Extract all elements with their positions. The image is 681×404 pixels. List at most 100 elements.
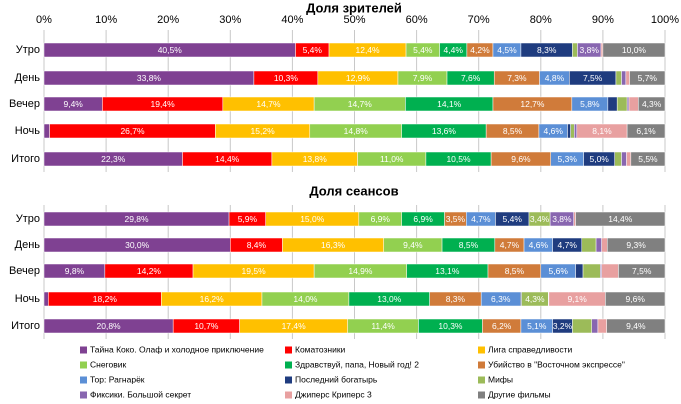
- legend-label: Мифы: [488, 374, 513, 384]
- value-label: 7,5%: [632, 266, 652, 276]
- legend-swatch: [285, 346, 292, 354]
- bar-segment: [630, 151, 666, 167]
- value-label: 3,8%: [552, 214, 572, 224]
- value-label: 9,4%: [403, 240, 423, 250]
- y-tick-label: День: [15, 72, 41, 84]
- y-tick-label: Вечер: [9, 98, 40, 110]
- legend-label: Другие фильмы: [488, 389, 551, 399]
- value-label: 22,3%: [101, 154, 126, 164]
- legend-swatch: [478, 376, 485, 384]
- legend-swatch: [285, 376, 292, 384]
- value-label: 14,0%: [293, 294, 318, 304]
- bar-segment: [582, 263, 601, 279]
- value-label: 9,4%: [63, 99, 83, 109]
- value-label: 10,5%: [446, 154, 471, 164]
- bar-segment: [607, 96, 618, 112]
- chart-title: Доля зрителей: [306, 0, 402, 15]
- value-label: 4,4%: [444, 45, 464, 55]
- bar-segment: [615, 70, 622, 86]
- value-label: 5,3%: [558, 154, 578, 164]
- x-tick-label: 70%: [468, 14, 490, 26]
- legend-swatch: [478, 391, 485, 399]
- value-label: 4,3%: [642, 99, 662, 109]
- bar-segment: [573, 211, 576, 227]
- value-label: 17,4%: [282, 321, 307, 331]
- value-label: 15,0%: [300, 214, 325, 224]
- value-label: 14,7%: [256, 99, 281, 109]
- bar-segment: [626, 96, 630, 112]
- bar-segment: [572, 318, 592, 334]
- legend-label: Тор: Рагнарёк: [90, 374, 145, 384]
- bar-segment: [621, 151, 627, 167]
- value-label: 12,9%: [346, 73, 371, 83]
- value-label: 8,5%: [459, 240, 479, 250]
- legend-swatch: [285, 391, 292, 399]
- y-tick-label: Вечер: [9, 265, 40, 277]
- x-tick-label: 100%: [651, 14, 679, 26]
- legend-label: Последний богатырь: [295, 374, 378, 384]
- value-label: 33,8%: [137, 73, 162, 83]
- value-label: 4,2%: [470, 45, 490, 55]
- value-label: 5,4%: [303, 45, 323, 55]
- value-label: 13,1%: [435, 266, 460, 276]
- value-label: 13,6%: [432, 126, 457, 136]
- value-label: 4,5%: [497, 45, 517, 55]
- value-label: 14,4%: [215, 154, 240, 164]
- value-label: 26,7%: [120, 126, 145, 136]
- value-label: 10,7%: [194, 321, 219, 331]
- value-label: 5,4%: [503, 214, 523, 224]
- legend-label: Снеговик: [90, 359, 126, 369]
- value-label: 4,6%: [529, 240, 549, 250]
- bar-segment: [606, 318, 666, 334]
- x-tick-label: 30%: [219, 14, 241, 26]
- x-tick-label: 0%: [36, 14, 52, 26]
- value-label: 4,7%: [471, 214, 491, 224]
- value-label: 16,2%: [200, 294, 225, 304]
- value-label: 29,8%: [124, 214, 149, 224]
- value-label: 6,9%: [371, 214, 391, 224]
- bar-segment: [602, 42, 666, 58]
- value-label: 14,9%: [348, 266, 373, 276]
- legend-label: Лига справедливости: [488, 344, 573, 354]
- value-label: 4,7%: [500, 240, 520, 250]
- value-label: 10,3%: [438, 321, 463, 331]
- bar-segment: [638, 96, 666, 112]
- value-label: 11,4%: [371, 321, 395, 331]
- chart-title: Доля сеансов: [309, 183, 398, 198]
- value-label: 30,0%: [125, 240, 150, 250]
- value-label: 3,2%: [553, 321, 573, 331]
- value-label: 19,5%: [242, 266, 267, 276]
- y-tick-label: Итого: [11, 320, 40, 332]
- y-tick-label: Ночь: [15, 293, 41, 305]
- x-tick-label: 20%: [157, 14, 179, 26]
- value-label: 7,3%: [507, 73, 527, 83]
- value-label: 9,6%: [626, 294, 646, 304]
- value-label: 11,0%: [380, 154, 404, 164]
- bar-segment: [601, 263, 619, 279]
- bar-segment: [626, 151, 632, 167]
- bar-segment: [43, 123, 50, 139]
- legend-label: Тайна Коко. Олаф и холодное приключение: [90, 344, 264, 354]
- legend-label: Убийство в "Восточном экспрессе": [488, 359, 625, 369]
- value-label: 9,1%: [567, 294, 587, 304]
- value-label: 8,1%: [592, 126, 612, 136]
- bar-segment: [575, 211, 666, 227]
- value-label: 10,0%: [622, 45, 647, 55]
- value-label: 5,0%: [589, 154, 609, 164]
- legend-swatch: [80, 361, 87, 369]
- bar-segment: [605, 291, 666, 307]
- value-label: 15,2%: [251, 126, 276, 136]
- value-label: 12,4%: [355, 45, 380, 55]
- legend-swatch: [80, 391, 87, 399]
- legend-swatch: [285, 361, 292, 369]
- value-label: 5,5%: [638, 154, 658, 164]
- value-label: 14,4%: [608, 214, 633, 224]
- value-label: 19,4%: [151, 99, 176, 109]
- value-label: 8,3%: [537, 45, 557, 55]
- legend-label: Здравствуй, папа, Новый год! 2: [295, 359, 419, 369]
- value-label: 12,7%: [520, 99, 545, 109]
- value-label: 7,6%: [461, 73, 481, 83]
- value-label: 14,2%: [137, 266, 162, 276]
- value-label: 8,5%: [505, 266, 525, 276]
- bar-segment: [575, 263, 584, 279]
